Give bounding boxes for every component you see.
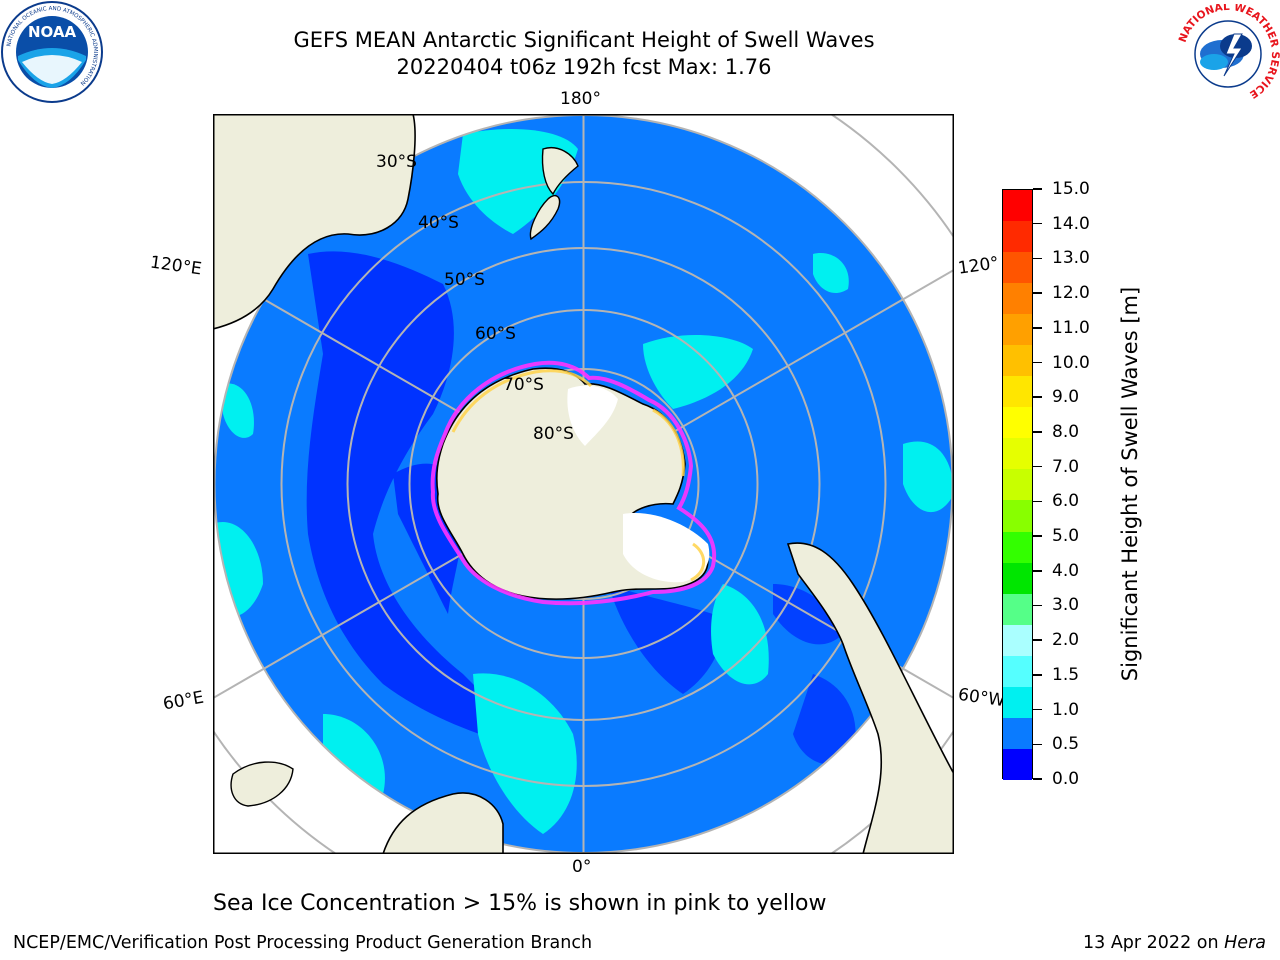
footer-date-text: 13 Apr 2022 on: [1083, 933, 1225, 953]
colorbar-segment: [1003, 190, 1032, 222]
footer-date: 13 Apr 2022 on Hera: [1083, 933, 1266, 953]
colorbar-tick: [1033, 535, 1042, 537]
colorbar-tick: [1033, 570, 1042, 572]
lon-label-60w: 60°W: [956, 684, 1007, 712]
colorbar-segment: [1003, 252, 1032, 284]
footer-branch: NCEP/EMC/Verification Post Processing Pr…: [13, 933, 593, 953]
colorbar-tick-label: 14.0: [1052, 213, 1090, 234]
sea-ice-note: Sea Ice Concentration > 15% is shown in …: [213, 891, 827, 916]
colorbar-tick: [1033, 465, 1042, 468]
colorbar-segment: [1003, 593, 1032, 625]
africa: [382, 792, 504, 854]
colorbar-segment: [1003, 717, 1032, 749]
lon-label-120w: 120°: [956, 253, 1001, 279]
noaa-logo: NATIONAL OCEANIC AND ATMOSPHERIC ADMINIS…: [1, 1, 103, 103]
colorbar-tick: [1033, 604, 1042, 607]
sea-ice-edge: [430, 360, 717, 606]
lat-label-30s: 30°S: [376, 152, 417, 172]
colorbar-title: Significant Height of Swell Waves [m]: [1118, 286, 1142, 682]
new-zealand-south: [529, 194, 561, 241]
colorbar-segment: [1003, 531, 1032, 563]
colorbar-tick-label: 6.0: [1052, 491, 1080, 512]
colorbar-segment: [1003, 686, 1032, 718]
colorbar-segment: [1003, 624, 1032, 656]
colorbar-segment: [1003, 469, 1032, 501]
colorbar-tick: [1033, 396, 1042, 398]
colorbar-tick-label: 2.0: [1052, 630, 1080, 651]
colorbar-tick-label: 0.0: [1052, 769, 1080, 789]
colorbar-tick-label: 0.5: [1052, 734, 1080, 755]
noaa-logo-text: NOAA: [28, 23, 77, 41]
colorbar-tick-label: 13.0: [1052, 248, 1090, 269]
lon-label-120e: 120°E: [148, 252, 203, 280]
lon-label-0: 0°: [572, 857, 592, 877]
map-border: [213, 114, 954, 854]
weddell-ice: [623, 513, 710, 583]
lat-label-60s: 60°S: [475, 324, 516, 344]
low-swell-region: [306, 251, 513, 744]
colorbar-tick-label: 8.0: [1052, 421, 1080, 442]
colorbar-tick-label: 10.0: [1052, 352, 1090, 373]
colorbar-tick: [1033, 292, 1042, 294]
colorbar-tick-label: 9.0: [1052, 387, 1080, 408]
colorbar-segment: [1003, 283, 1032, 315]
lon-label-60e: 60°E: [161, 687, 206, 715]
colorbar-tick-label: 3.0: [1052, 595, 1080, 616]
colorbar-segment: [1003, 500, 1032, 532]
colorbar-tick-label: 12.0: [1052, 283, 1090, 304]
australia: [213, 114, 416, 330]
new-zealand-north: [541, 147, 579, 196]
colorbar-segment: [1003, 221, 1032, 253]
chart-title: GEFS MEAN Antarctic Significant Height o…: [293, 28, 875, 52]
colorbar-tick: [1033, 778, 1042, 780]
colorbar-segment: [1003, 655, 1032, 687]
colorbar-tick: [1033, 500, 1042, 503]
colorbar-segment: [1003, 748, 1032, 780]
colorbar-tick-label: 1.5: [1052, 664, 1080, 685]
colorbar-tick: [1033, 327, 1042, 329]
colorbar-segment: [1003, 345, 1032, 377]
colorbar-tick-label: 15.0: [1052, 179, 1090, 199]
colorbar-tick-label: 1.0: [1052, 699, 1080, 720]
colorbar-tick: [1033, 639, 1042, 641]
lat-label-70s: 70°S: [503, 375, 544, 395]
chart-subtitle: 20220404 t06z 192h fcst Max: 1.76: [396, 55, 772, 79]
ross-ice-shelf: [567, 385, 618, 446]
colorbar-segment: [1003, 376, 1032, 408]
lon-label-180: 180°: [560, 89, 601, 109]
colorbar-tick: [1033, 222, 1042, 225]
colorbar: [1002, 189, 1033, 780]
colorbar-tick: [1033, 188, 1042, 190]
colorbar-tick: [1033, 431, 1042, 433]
colorbar-tick: [1033, 708, 1042, 711]
south-america: [786, 542, 954, 854]
colorbar-segment: [1003, 438, 1032, 470]
colorbar-tick-label: 5.0: [1052, 526, 1080, 547]
colorbar-tick: [1033, 743, 1042, 746]
nws-logo: NATIONAL WEATHER SERVICE: [1177, 4, 1280, 102]
colorbar-tick-label: 7.0: [1052, 456, 1080, 477]
colorbar-tick-label: 4.0: [1052, 560, 1080, 581]
colorbar-tick: [1033, 361, 1042, 364]
colorbar-tick: [1033, 674, 1042, 676]
lat-label-50s: 50°S: [444, 270, 485, 290]
colorbar-tick: [1033, 257, 1042, 260]
swell-height-map: [213, 114, 954, 854]
footer-machine: Hera: [1224, 933, 1266, 953]
lat-label-80s: 80°S: [533, 424, 574, 444]
colorbar-tick-label: 11.0: [1052, 317, 1090, 338]
colorbar-segment: [1003, 562, 1032, 594]
lat-label-40s: 40°S: [418, 213, 459, 233]
colorbar-segment: [1003, 407, 1032, 439]
madagascar: [230, 761, 294, 807]
colorbar-segment: [1003, 314, 1032, 346]
